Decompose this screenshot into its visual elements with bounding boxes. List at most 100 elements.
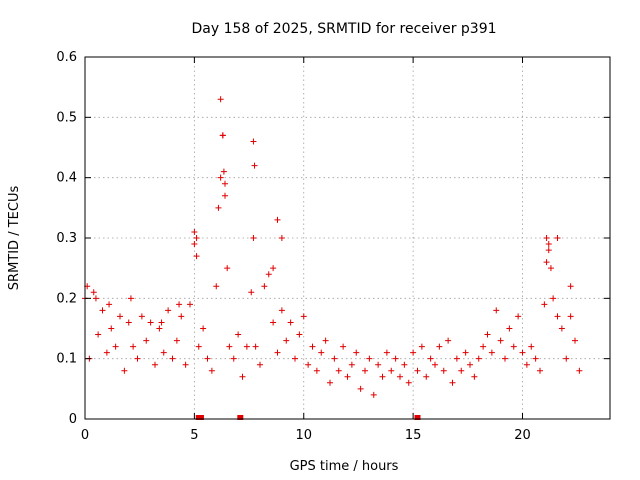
data-point — [497, 337, 504, 344]
data-point — [169, 355, 176, 362]
data-point — [90, 289, 97, 296]
data-point — [204, 355, 211, 362]
data-point — [95, 331, 102, 338]
data-point — [147, 319, 154, 326]
data-point — [480, 343, 487, 350]
data-point — [432, 361, 438, 368]
data-point — [348, 361, 355, 368]
data-point — [436, 343, 443, 350]
data-point — [138, 313, 145, 320]
data-point — [388, 367, 395, 374]
data-point — [327, 379, 333, 386]
data-point — [397, 373, 403, 380]
data-point — [340, 343, 347, 350]
data-point — [414, 367, 421, 374]
data-point — [418, 343, 425, 350]
data-point — [547, 265, 554, 272]
data-point — [532, 355, 539, 362]
data-point — [222, 180, 228, 187]
data-point — [127, 295, 134, 302]
data-point — [160, 349, 167, 356]
data-point — [484, 331, 491, 338]
data-point — [576, 367, 583, 374]
data-point — [195, 343, 202, 350]
data-point — [125, 319, 132, 326]
data-point — [401, 361, 408, 368]
x-tick-label: 5 — [190, 428, 198, 443]
data-point — [357, 385, 364, 392]
data-point — [488, 349, 495, 356]
data-point — [112, 343, 119, 350]
axis-ticks: 0 0.1 0.2 0.3 0.4 0.5 0.6 0 5 10 15 20 — [56, 50, 610, 443]
data-point — [331, 355, 338, 362]
x-tick-label: 10 — [295, 428, 312, 443]
plot-frame — [84, 56, 611, 420]
data-point — [313, 367, 320, 374]
data-point — [187, 301, 193, 308]
data-point — [224, 265, 231, 272]
data-point — [213, 283, 220, 290]
y-tick-label: 0 — [69, 412, 77, 427]
gap-marker — [197, 415, 204, 420]
data-point — [156, 325, 163, 332]
data-point — [322, 337, 329, 344]
data-point — [121, 367, 128, 374]
gap-marker — [237, 415, 244, 420]
data-point — [248, 289, 255, 296]
data-point — [292, 355, 298, 362]
x-tick-label: 20 — [514, 428, 531, 443]
data-point — [143, 337, 150, 344]
data-point — [462, 349, 469, 356]
data-point — [366, 355, 373, 362]
data-point — [305, 361, 312, 368]
data-point — [543, 235, 550, 241]
data-point — [287, 319, 294, 326]
data-point — [545, 241, 552, 248]
data-point — [152, 361, 158, 368]
data-point — [392, 355, 399, 362]
data-point — [103, 349, 110, 356]
data-point — [219, 132, 226, 139]
data-point — [362, 367, 368, 374]
data-point — [467, 361, 473, 368]
data-point — [257, 361, 263, 368]
data-point — [278, 235, 285, 241]
data-point — [165, 307, 172, 314]
data-point — [274, 216, 281, 223]
data-point — [375, 361, 382, 368]
data-point — [567, 313, 574, 320]
data-point — [226, 343, 233, 350]
data-point — [215, 204, 222, 211]
data-point — [563, 355, 570, 362]
data-point — [502, 355, 508, 362]
data-point — [353, 349, 360, 356]
data-point — [261, 283, 268, 290]
data-point — [528, 343, 535, 350]
data-point — [182, 361, 189, 368]
data-point — [108, 325, 115, 332]
data-point — [173, 337, 180, 344]
data-point — [471, 373, 478, 380]
data-point — [230, 355, 237, 362]
data-point — [250, 138, 257, 145]
data-point — [99, 307, 106, 314]
y-tick-label: 0.4 — [56, 171, 77, 186]
y-axis-label: SRMTID / TECUs — [7, 186, 22, 291]
data-point — [274, 349, 281, 356]
data-point — [475, 355, 482, 362]
data-point — [217, 174, 224, 181]
data-point — [493, 307, 500, 314]
data-point — [251, 162, 258, 169]
data-point — [191, 241, 198, 248]
data-point — [235, 331, 242, 338]
data-point — [558, 325, 565, 332]
data-point — [176, 301, 183, 308]
data-point — [427, 355, 434, 362]
x-tick-label: 15 — [405, 428, 422, 443]
data-point — [243, 343, 250, 350]
y-tick-label: 0.2 — [56, 291, 77, 306]
data-point — [537, 367, 543, 374]
data-point — [134, 355, 141, 362]
data-point — [449, 379, 456, 386]
